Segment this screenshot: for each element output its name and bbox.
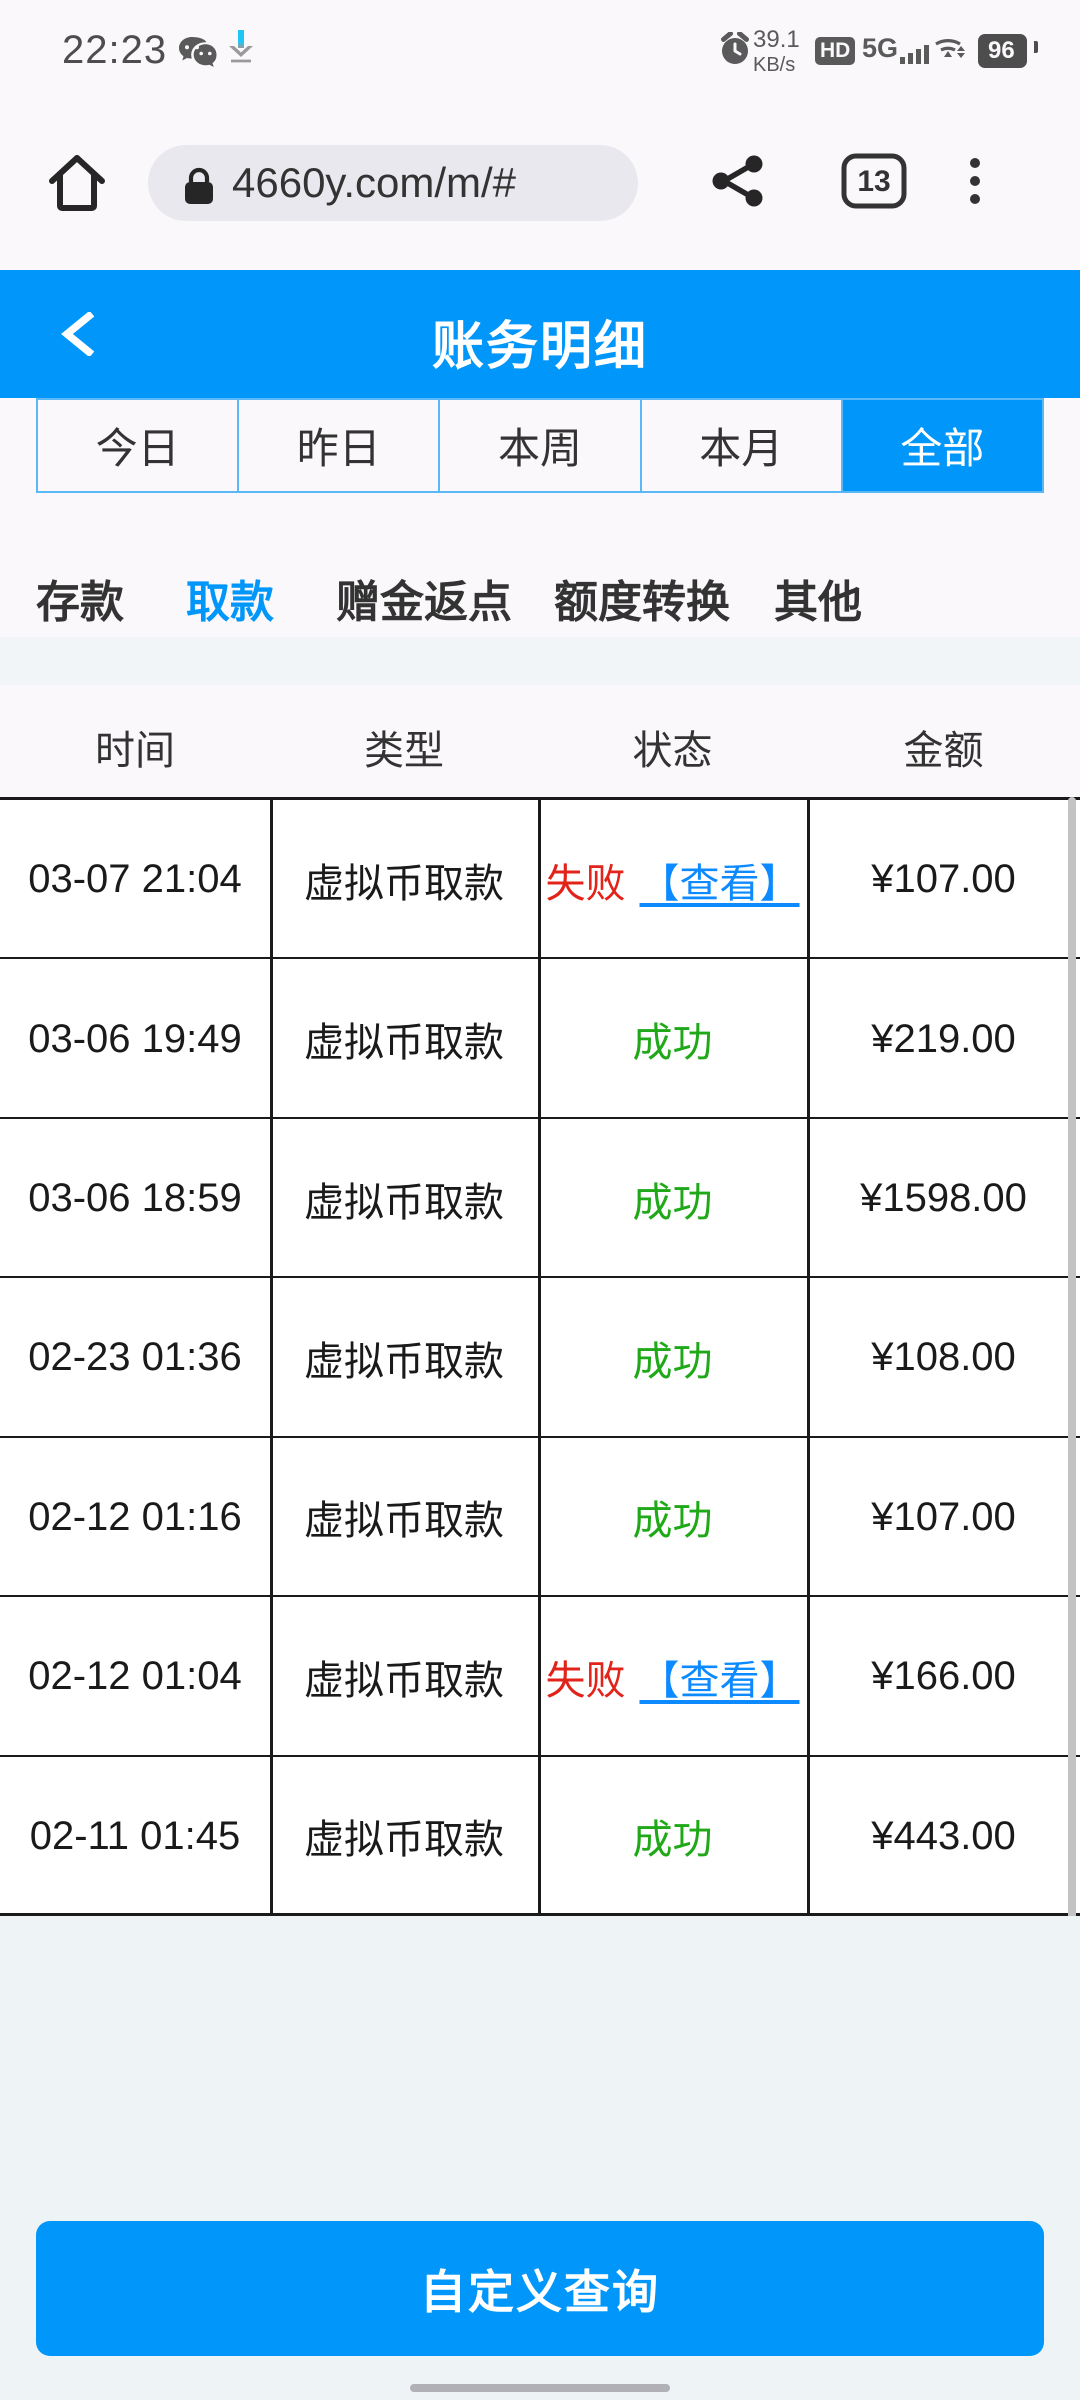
svg-text:13: 13	[857, 165, 890, 198]
